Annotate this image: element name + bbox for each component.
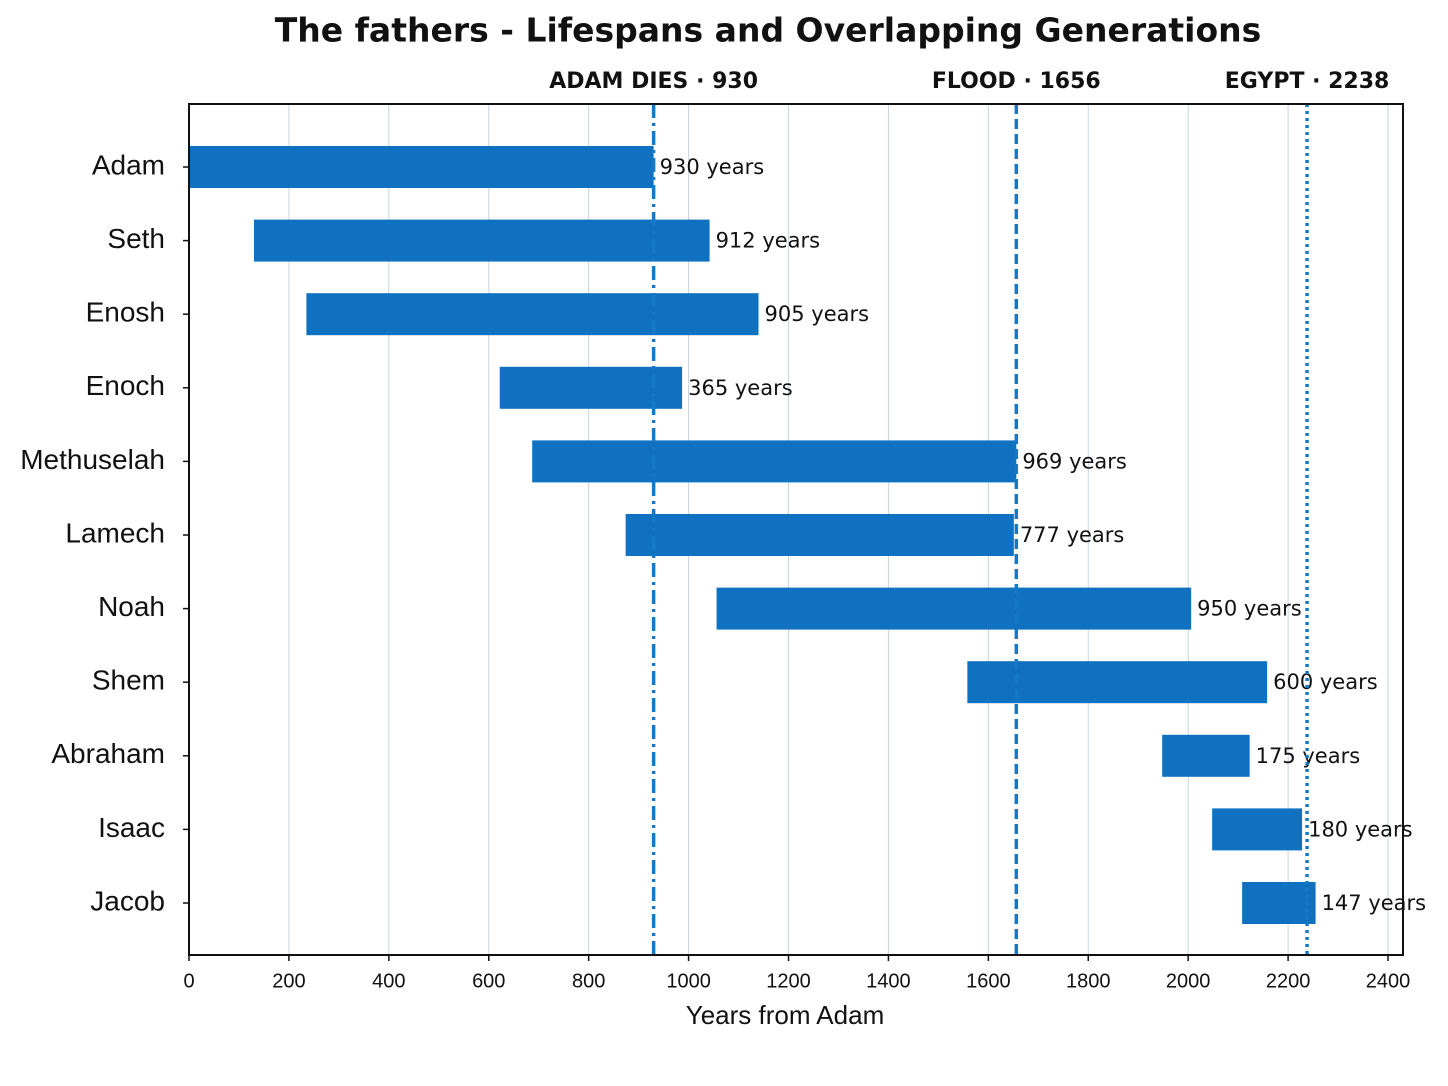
chart-title: The fathers - Lifespans and Overlapping …	[275, 11, 1262, 50]
value-label: 600 years	[1273, 670, 1378, 694]
annotation-label: EGYPT · 2238	[1225, 69, 1390, 94]
x-tick-label: 200	[272, 970, 305, 992]
y-tick-label: Lamech	[65, 517, 165, 548]
value-label: 905 years	[765, 302, 870, 326]
x-tick-label: 2200	[1266, 970, 1311, 992]
bar	[306, 293, 759, 336]
x-tick-label: 800	[572, 970, 605, 992]
plot-frame	[188, 103, 1404, 956]
x-tick-label: 1000	[666, 970, 711, 992]
value-label: 969 years	[1022, 449, 1127, 473]
bar	[189, 146, 654, 188]
y-tick-label: Noah	[98, 591, 165, 622]
y-tick-label: Adam	[92, 149, 165, 180]
annotation-label: FLOOD · 1656	[932, 69, 1101, 94]
x-tick-label: 1600	[966, 970, 1011, 992]
value-label: 930 years	[660, 155, 765, 179]
y-tick-label: Enosh	[86, 297, 165, 328]
value-label: 180 years	[1308, 817, 1413, 841]
y-tick-label: Jacob	[90, 885, 165, 916]
value-label: 950 years	[1197, 597, 1302, 621]
bar	[1162, 734, 1250, 777]
annotation-label: ADAM DIES · 930	[549, 69, 758, 94]
y-tick-label: Methuselah	[20, 444, 165, 475]
value-label: 912 years	[716, 229, 821, 253]
value-label: 777 years	[1020, 523, 1125, 547]
x-tick-label: 400	[372, 970, 405, 992]
y-tick-label: Shem	[92, 665, 165, 696]
x-tick-label: 1200	[766, 970, 811, 992]
x-tick-label: 2000	[1166, 970, 1211, 992]
x-axis-label: Years from Adam	[686, 1000, 884, 1030]
bar	[532, 440, 1017, 483]
bar	[499, 366, 683, 409]
bar	[1242, 882, 1316, 924]
bar	[253, 219, 710, 262]
x-tick-label: 2400	[1366, 970, 1411, 992]
y-tick-label: Abraham	[51, 738, 165, 769]
y-tick-label: Enoch	[86, 370, 165, 401]
bar	[967, 661, 1268, 704]
x-tick-label: 0	[183, 970, 194, 992]
y-tick-label: Seth	[107, 223, 165, 254]
x-tick-label: 600	[472, 970, 505, 992]
value-label: 365 years	[688, 376, 793, 400]
x-tick-label: 1400	[866, 970, 911, 992]
x-tick-label: 1800	[1066, 970, 1111, 992]
bar	[1212, 808, 1303, 851]
bar	[716, 587, 1192, 630]
y-tick-label: Isaac	[98, 812, 165, 843]
bar	[625, 514, 1014, 556]
value-label: 147 years	[1322, 891, 1427, 915]
